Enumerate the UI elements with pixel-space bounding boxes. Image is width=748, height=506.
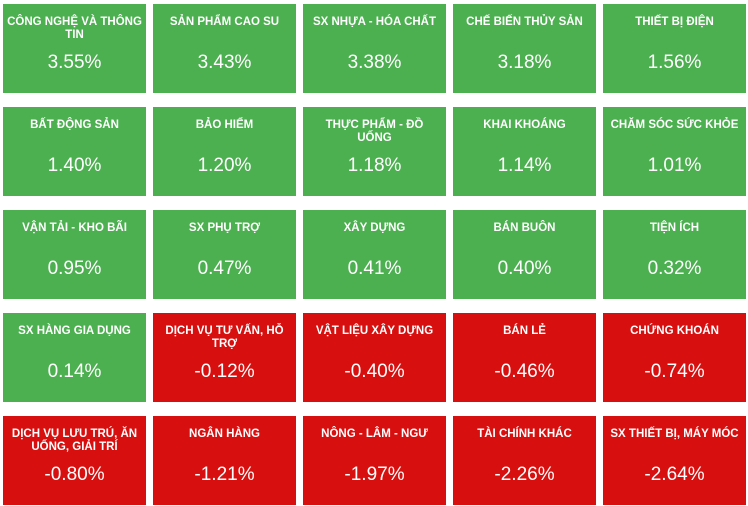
sector-change: 0.41%: [347, 258, 402, 279]
sector-change: 3.55%: [47, 52, 102, 73]
sector-change: 1.56%: [647, 52, 702, 73]
sector-name: NÔNG - LÂM - NGƯ: [321, 428, 428, 440]
sector-name: CHẾ BIẾN THỦY SẢN: [466, 16, 583, 28]
sector-change: 0.14%: [47, 361, 102, 382]
sector-tile[interactable]: TIỆN ÍCH 0.32%: [603, 210, 746, 299]
sector-name: SX HÀNG GIA DỤNG: [18, 325, 131, 337]
sector-tile[interactable]: NGÂN HÀNG -1.21%: [153, 416, 296, 505]
sector-change: -0.40%: [344, 361, 405, 382]
sector-name: BÁN LẺ: [503, 325, 546, 337]
sector-name: DỊCH VỤ TƯ VẤN, HỖ TRỢ: [165, 325, 284, 350]
sector-change: -0.12%: [194, 361, 255, 382]
sector-change: 3.18%: [497, 52, 552, 73]
sector-name: THỰC PHẨM - ĐỒ UỐNG: [325, 119, 424, 144]
sector-change: 1.14%: [497, 155, 552, 176]
sector-change: 1.20%: [197, 155, 252, 176]
sector-tile[interactable]: BÁN LẺ -0.46%: [453, 313, 596, 402]
sector-name: CHỨNG KHOÁN: [630, 325, 719, 337]
sector-tile[interactable]: CHỨNG KHOÁN -0.74%: [603, 313, 746, 402]
sector-name: BẢO HIỂM: [195, 119, 254, 131]
sector-tile[interactable]: TÀI CHÍNH KHÁC -2.26%: [453, 416, 596, 505]
sector-change: 3.43%: [197, 52, 252, 73]
sector-tile[interactable]: SX THIẾT BỊ, MÁY MÓC -2.64%: [603, 416, 746, 505]
sector-tile[interactable]: DỊCH VỤ TƯ VẤN, HỖ TRỢ -0.12%: [153, 313, 296, 402]
sector-name: SẢN PHẨM CAO SU: [169, 16, 280, 28]
sector-name: TIỆN ÍCH: [649, 222, 700, 234]
sector-change: 0.32%: [647, 258, 702, 279]
sector-change: -0.74%: [644, 361, 705, 382]
sector-name: SX PHỤ TRỢ: [188, 222, 261, 234]
sector-name: SX THIẾT BỊ, MÁY MÓC: [610, 428, 739, 440]
sector-tile[interactable]: CÔNG NGHỆ VÀ THÔNG TIN 3.55%: [3, 4, 146, 93]
sector-change: 1.01%: [647, 155, 702, 176]
sector-change: -1.21%: [194, 464, 255, 485]
sector-change: -2.64%: [644, 464, 705, 485]
sector-name: XÂY DỰNG: [343, 222, 406, 234]
sector-name: TÀI CHÍNH KHÁC: [477, 428, 572, 440]
sector-tile[interactable]: KHAI KHOÁNG 1.14%: [453, 107, 596, 196]
sector-change: 1.18%: [347, 155, 402, 176]
sector-name: CHĂM SÓC SỨC KHỎE: [610, 119, 739, 131]
sector-tile[interactable]: CHĂM SÓC SỨC KHỎE 1.01%: [603, 107, 746, 196]
sector-change: -0.46%: [494, 361, 555, 382]
sector-change: 1.40%: [47, 155, 102, 176]
sector-name: KHAI KHOÁNG: [483, 119, 566, 131]
sector-tile[interactable]: SẢN PHẨM CAO SU 3.43%: [153, 4, 296, 93]
sector-tile[interactable]: SX NHỰA - HÓA CHẤT 3.38%: [303, 4, 446, 93]
sector-change: -0.80%: [44, 464, 105, 485]
sector-name: SX NHỰA - HÓA CHẤT: [312, 16, 437, 28]
sector-tile[interactable]: BẤT ĐỘNG SẢN 1.40%: [3, 107, 146, 196]
sector-tile[interactable]: THIẾT BỊ ĐIỆN 1.56%: [603, 4, 746, 93]
sector-change: 0.47%: [197, 258, 252, 279]
sector-tile[interactable]: VẬN TẢI - KHO BÃI 0.95%: [3, 210, 146, 299]
sector-tile[interactable]: SX PHỤ TRỢ 0.47%: [153, 210, 296, 299]
sector-tile[interactable]: DỊCH VỤ LƯU TRÚ, ĂN UỐNG, GIẢI TRÍ -0.80%: [3, 416, 146, 505]
sector-tile[interactable]: NÔNG - LÂM - NGƯ -1.97%: [303, 416, 446, 505]
sector-tile[interactable]: BẢO HIỂM 1.20%: [153, 107, 296, 196]
sector-name: NGÂN HÀNG: [189, 428, 260, 440]
sector-tile[interactable]: VẬT LIỆU XÂY DỰNG -0.40%: [303, 313, 446, 402]
sector-change: 0.95%: [47, 258, 102, 279]
sector-tile[interactable]: SX HÀNG GIA DỤNG 0.14%: [3, 313, 146, 402]
sector-tile[interactable]: XÂY DỰNG 0.41%: [303, 210, 446, 299]
sector-name: BÁN BUÔN: [493, 222, 556, 234]
sector-name: THIẾT BỊ ĐIỆN: [635, 16, 714, 28]
sector-tile[interactable]: BÁN BUÔN 0.40%: [453, 210, 596, 299]
sector-name: VẬT LIỆU XÂY DỰNG: [315, 325, 434, 337]
sector-change: 0.40%: [497, 258, 552, 279]
sector-change: 3.38%: [347, 52, 402, 73]
sector-name: VẬN TẢI - KHO BÃI: [22, 222, 127, 234]
sector-change: -1.97%: [344, 464, 405, 485]
sector-tile[interactable]: THỰC PHẨM - ĐỒ UỐNG 1.18%: [303, 107, 446, 196]
sector-name: DỊCH VỤ LƯU TRÚ, ĂN UỐNG, GIẢI TRÍ: [11, 428, 138, 453]
sector-name: BẤT ĐỘNG SẢN: [30, 119, 119, 131]
sector-tile[interactable]: CHẾ BIẾN THỦY SẢN 3.18%: [453, 4, 596, 93]
sector-name: CÔNG NGHỆ VÀ THÔNG TIN: [7, 16, 142, 41]
sector-change: -2.26%: [494, 464, 555, 485]
